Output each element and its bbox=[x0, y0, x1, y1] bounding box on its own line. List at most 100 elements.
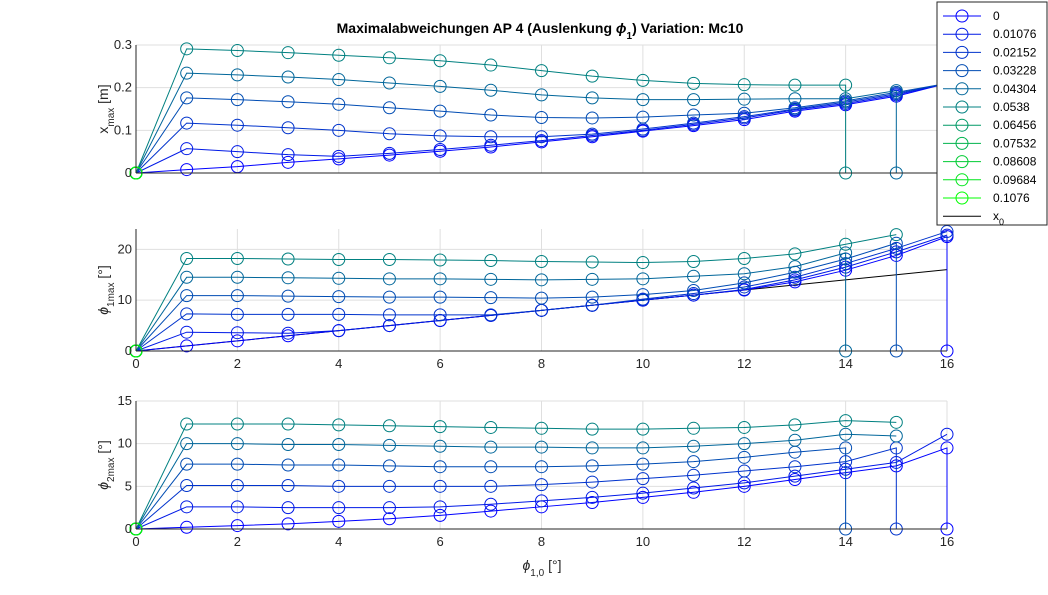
data-point bbox=[281, 478, 295, 492]
data-point bbox=[230, 68, 244, 82]
y-tick-label: 0.1 bbox=[114, 122, 132, 137]
data-point bbox=[737, 78, 751, 92]
data-point bbox=[433, 460, 447, 474]
data-point bbox=[180, 251, 194, 265]
legend-marker bbox=[955, 82, 969, 96]
data-point bbox=[585, 111, 599, 125]
data-point bbox=[839, 246, 853, 260]
x-tick-label: 4 bbox=[335, 534, 342, 549]
data-point bbox=[230, 519, 244, 533]
data-point bbox=[636, 441, 650, 455]
data-point bbox=[484, 308, 498, 322]
series-line bbox=[135, 252, 847, 352]
data-point bbox=[230, 44, 244, 58]
x-tick-label: 2 bbox=[234, 534, 241, 549]
data-point bbox=[737, 282, 751, 296]
y-tick-label: 0 bbox=[125, 521, 132, 536]
data-point bbox=[281, 289, 295, 303]
data-point bbox=[535, 440, 548, 454]
series-line bbox=[135, 433, 948, 530]
legend-marker bbox=[955, 27, 969, 41]
data-point bbox=[535, 291, 548, 305]
data-point bbox=[230, 93, 244, 107]
legend-entry: 0.09684 bbox=[993, 173, 1037, 187]
data-point bbox=[940, 228, 954, 242]
data-point bbox=[585, 422, 599, 436]
data-point bbox=[788, 473, 802, 487]
legend-marker bbox=[955, 45, 969, 59]
data-point bbox=[636, 73, 650, 87]
data-point bbox=[636, 288, 650, 302]
data-point bbox=[332, 438, 346, 452]
data-point bbox=[382, 479, 396, 493]
series-line bbox=[135, 447, 897, 530]
data-point bbox=[281, 121, 295, 135]
data-point bbox=[230, 251, 244, 265]
data-point bbox=[788, 270, 802, 284]
data-point bbox=[585, 255, 599, 269]
data-point bbox=[585, 298, 599, 312]
x-tick-label: 0 bbox=[132, 356, 139, 371]
data-point bbox=[839, 414, 853, 428]
data-point bbox=[788, 469, 802, 483]
x-axis-label: ϕ1,0 [°] bbox=[523, 557, 562, 579]
y-tick-label: 10 bbox=[118, 292, 132, 307]
data-point bbox=[382, 76, 396, 90]
y-axis-label: xmax [m] bbox=[95, 84, 117, 133]
data-point bbox=[636, 472, 650, 486]
data-point bbox=[788, 101, 802, 115]
data-point bbox=[433, 272, 447, 286]
data-point bbox=[687, 93, 701, 107]
data-point bbox=[484, 497, 498, 511]
data-point bbox=[839, 427, 853, 441]
data-point bbox=[180, 478, 194, 492]
data-point bbox=[687, 439, 701, 453]
data-point bbox=[332, 271, 346, 285]
y-tick-label: 10 bbox=[118, 436, 132, 451]
data-point bbox=[180, 289, 194, 303]
series-line bbox=[135, 82, 948, 174]
data-point bbox=[433, 54, 447, 68]
data-point bbox=[180, 91, 194, 105]
data-point bbox=[180, 116, 194, 130]
data-point bbox=[788, 78, 802, 92]
data-point bbox=[332, 479, 346, 493]
data-point bbox=[332, 73, 346, 87]
x-tick-label: 16 bbox=[940, 356, 954, 371]
data-point bbox=[230, 326, 244, 340]
data-point bbox=[535, 478, 548, 492]
data-point bbox=[433, 508, 447, 522]
x-tick-label: 6 bbox=[437, 534, 444, 549]
x-tick-label: 14 bbox=[838, 534, 852, 549]
data-point bbox=[737, 420, 751, 434]
data-point bbox=[281, 95, 295, 109]
data-point bbox=[332, 501, 346, 515]
data-point bbox=[230, 270, 244, 284]
data-point bbox=[180, 270, 194, 284]
x-tick-label: 0 bbox=[132, 534, 139, 549]
data-point bbox=[839, 441, 853, 455]
data-point bbox=[535, 494, 548, 508]
data-point bbox=[433, 129, 447, 143]
series-line bbox=[135, 433, 897, 530]
legend-marker bbox=[955, 9, 969, 23]
data-point bbox=[230, 437, 244, 451]
data-point bbox=[636, 272, 650, 286]
data-point bbox=[281, 501, 295, 515]
data-point bbox=[281, 307, 295, 321]
x-tick-label: 8 bbox=[538, 356, 545, 371]
data-point bbox=[332, 324, 346, 338]
data-point bbox=[332, 152, 346, 166]
x-tick-label: 10 bbox=[636, 534, 650, 549]
data-point bbox=[788, 260, 802, 274]
data-point bbox=[484, 504, 498, 518]
data-point bbox=[585, 127, 599, 141]
data-point bbox=[535, 460, 548, 474]
data-point bbox=[433, 79, 447, 93]
data-point bbox=[281, 517, 295, 531]
series-line bbox=[135, 231, 948, 352]
series-line bbox=[135, 234, 897, 352]
data-point bbox=[737, 251, 751, 265]
data-point bbox=[281, 271, 295, 285]
